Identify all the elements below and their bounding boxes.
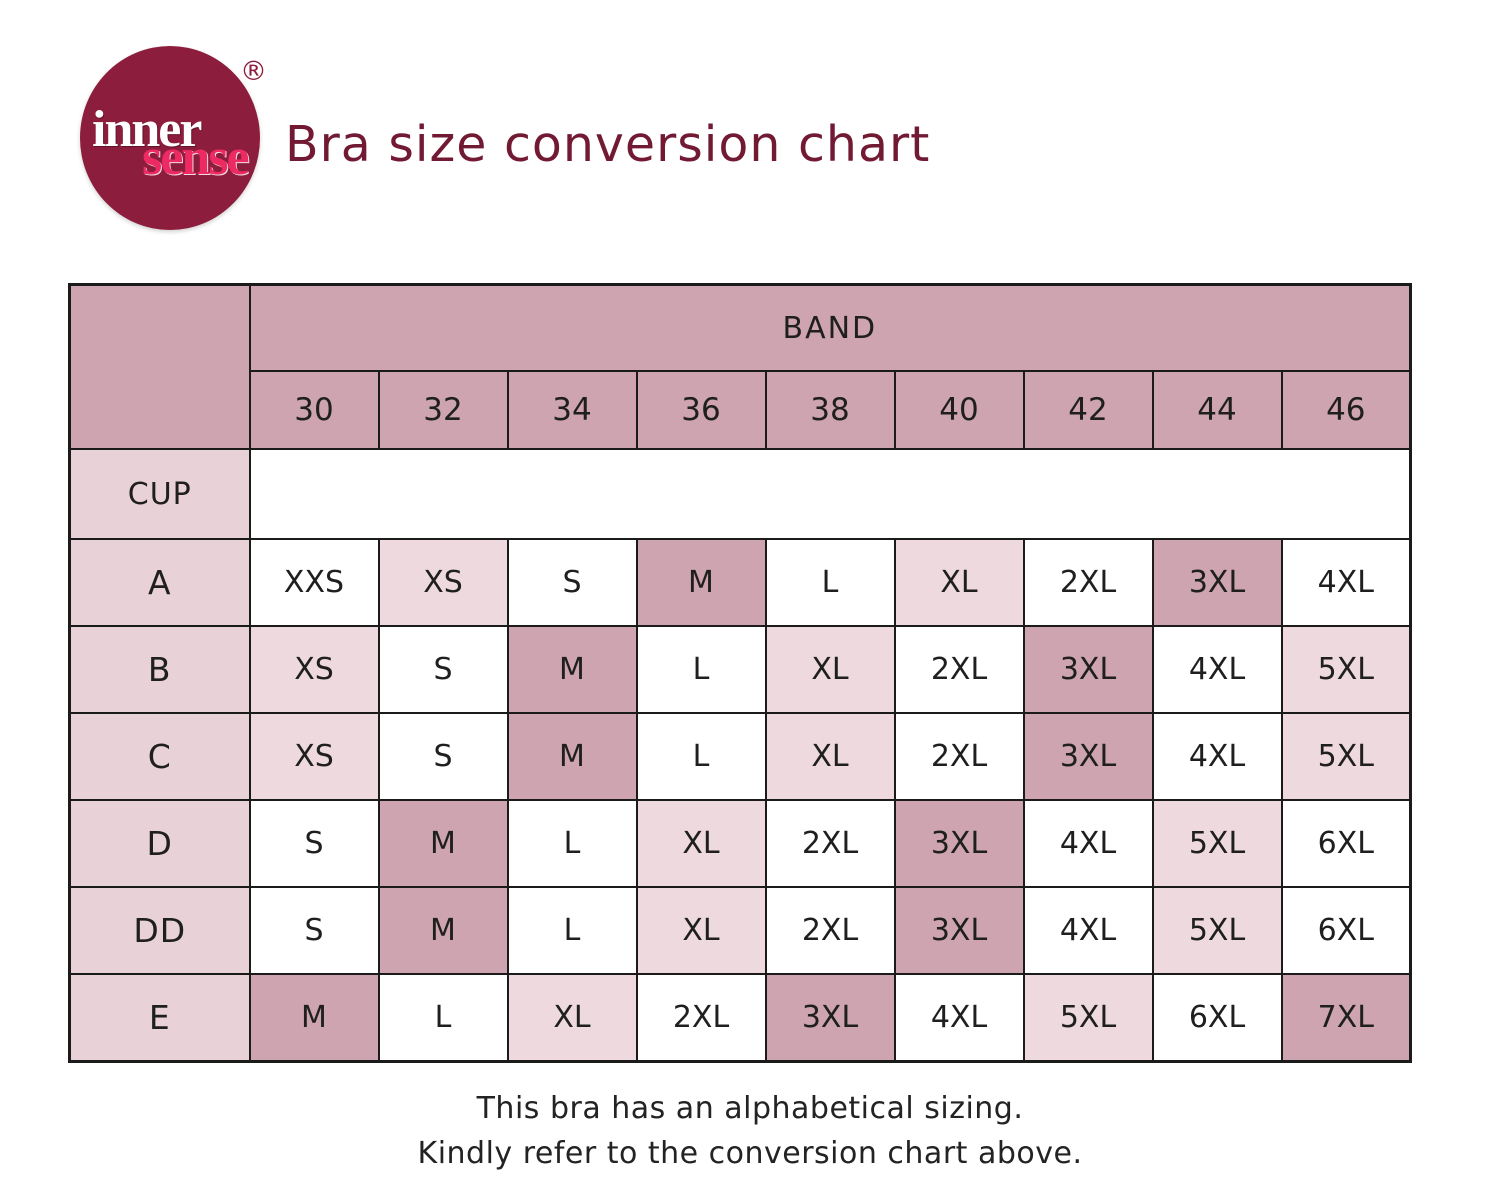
size-cell: L — [764, 538, 896, 627]
size-cell: 6XL — [1280, 799, 1412, 888]
size-cell: 2XL — [893, 625, 1025, 714]
size-cell: 6XL — [1151, 973, 1283, 1063]
size-cell: XL — [506, 973, 638, 1063]
logo-word-sense: sense — [142, 129, 250, 186]
logo-word-inner: inner — [92, 101, 202, 158]
size-cell: XL — [893, 538, 1025, 627]
size-cell: L — [635, 625, 767, 714]
size-cell: 2XL — [635, 973, 767, 1063]
size-cell: S — [377, 625, 509, 714]
size-cell: XS — [248, 712, 380, 801]
band-size-header: 42 — [1022, 370, 1154, 450]
size-cell: 3XL — [893, 886, 1025, 975]
band-size-header: 32 — [377, 370, 509, 450]
size-cell: 4XL — [1022, 799, 1154, 888]
size-cell: M — [635, 538, 767, 627]
size-cell: M — [506, 712, 638, 801]
size-cell: 3XL — [1151, 538, 1283, 627]
innersense-logo: inner sense ® — [80, 46, 267, 230]
size-cell: S — [248, 799, 380, 888]
band-size-header: 46 — [1280, 370, 1412, 450]
size-cell: 2XL — [893, 712, 1025, 801]
size-cell: 2XL — [764, 799, 896, 888]
size-cell: 5XL — [1151, 799, 1283, 888]
size-cell: 7XL — [1280, 973, 1412, 1063]
band-size-header: 40 — [893, 370, 1025, 450]
size-cell: M — [248, 973, 380, 1063]
footer-line-2: Kindly refer to the conversion chart abo… — [417, 1136, 1083, 1171]
size-cell: M — [377, 886, 509, 975]
size-cell: 5XL — [1280, 625, 1412, 714]
cup-group-header: CUP — [68, 448, 251, 540]
size-cell: XL — [764, 712, 896, 801]
cup-row-label: E — [68, 973, 251, 1063]
size-cell: 5XL — [1280, 712, 1412, 801]
size-cell: XXS — [248, 538, 380, 627]
band-size-header: 44 — [1151, 370, 1283, 450]
size-cell: L — [377, 973, 509, 1063]
band-size-header: 34 — [506, 370, 638, 450]
size-cell: XL — [635, 799, 767, 888]
size-cell: 2XL — [1022, 538, 1154, 627]
band-group-row: BAND — [68, 283, 1412, 450]
cup-row-label: DD — [68, 886, 251, 975]
cup-row-b: B XS S M L XL 2XL 3XL 4XL 5XL — [68, 625, 1412, 714]
size-cell: 5XL — [1151, 886, 1283, 975]
size-cell: 3XL — [1022, 712, 1154, 801]
cup-row-c: C XS S M L XL 2XL 3XL 4XL 5XL — [68, 712, 1412, 801]
size-cell: 3XL — [893, 799, 1025, 888]
size-cell: 6XL — [1280, 886, 1412, 975]
size-cell: L — [635, 712, 767, 801]
cup-row-label: C — [68, 712, 251, 801]
cup-row-d: D S M L XL 2XL 3XL 4XL 5XL 6XL — [68, 799, 1412, 888]
size-cell: 4XL — [1280, 538, 1412, 627]
size-cell: XS — [377, 538, 509, 627]
band-size-header: 36 — [635, 370, 767, 450]
band-size-header: 30 — [248, 370, 380, 450]
cup-row-label: B — [68, 625, 251, 714]
size-cell: L — [506, 799, 638, 888]
cup-group-row: CUP — [68, 448, 1412, 540]
size-cell: 4XL — [1151, 625, 1283, 714]
size-cell: XL — [635, 886, 767, 975]
size-cell: 4XL — [893, 973, 1025, 1063]
size-cell: XL — [764, 625, 896, 714]
size-cell: 3XL — [764, 973, 896, 1063]
size-cell: 2XL — [764, 886, 896, 975]
footer-note: This bra has an alphabetical sizing. Kin… — [0, 1086, 1500, 1176]
size-cell: M — [506, 625, 638, 714]
size-cell: XS — [248, 625, 380, 714]
corner-cell — [68, 283, 251, 450]
size-cell: 4XL — [1022, 886, 1154, 975]
band-size-header: 38 — [764, 370, 896, 450]
size-cell: S — [377, 712, 509, 801]
size-cell: 5XL — [1022, 973, 1154, 1063]
size-cell: S — [248, 886, 380, 975]
size-conversion-table: BAND 30 32 34 36 38 40 42 44 46 CUP A XXS XS S M L XL 2… — [68, 283, 1413, 1063]
cup-row-e: E M L XL 2XL 3XL 4XL 5XL 6XL 7XL — [68, 973, 1412, 1063]
cup-row-label: D — [68, 799, 251, 888]
size-cell: M — [377, 799, 509, 888]
band-group-header: BAND — [248, 283, 1412, 372]
page-title: Bra size conversion chart — [285, 116, 931, 173]
size-cell: 3XL — [1022, 625, 1154, 714]
cup-row-a: A XXS XS S M L XL 2XL 3XL 4XL — [68, 538, 1412, 627]
size-cell: L — [506, 886, 638, 975]
cup-row-label: A — [68, 538, 251, 627]
size-cell: S — [506, 538, 638, 627]
band-sizes-row: 30 32 34 36 38 40 42 44 46 — [70, 370, 1412, 450]
size-cell: 4XL — [1151, 712, 1283, 801]
cup-row-dd: DD S M L XL 2XL 3XL 4XL 5XL 6XL — [68, 886, 1412, 975]
registered-trademark-icon: ® — [240, 56, 267, 87]
footer-line-1: This bra has an alphabetical sizing. — [476, 1091, 1024, 1126]
cup-spacer-cell — [248, 448, 1412, 540]
